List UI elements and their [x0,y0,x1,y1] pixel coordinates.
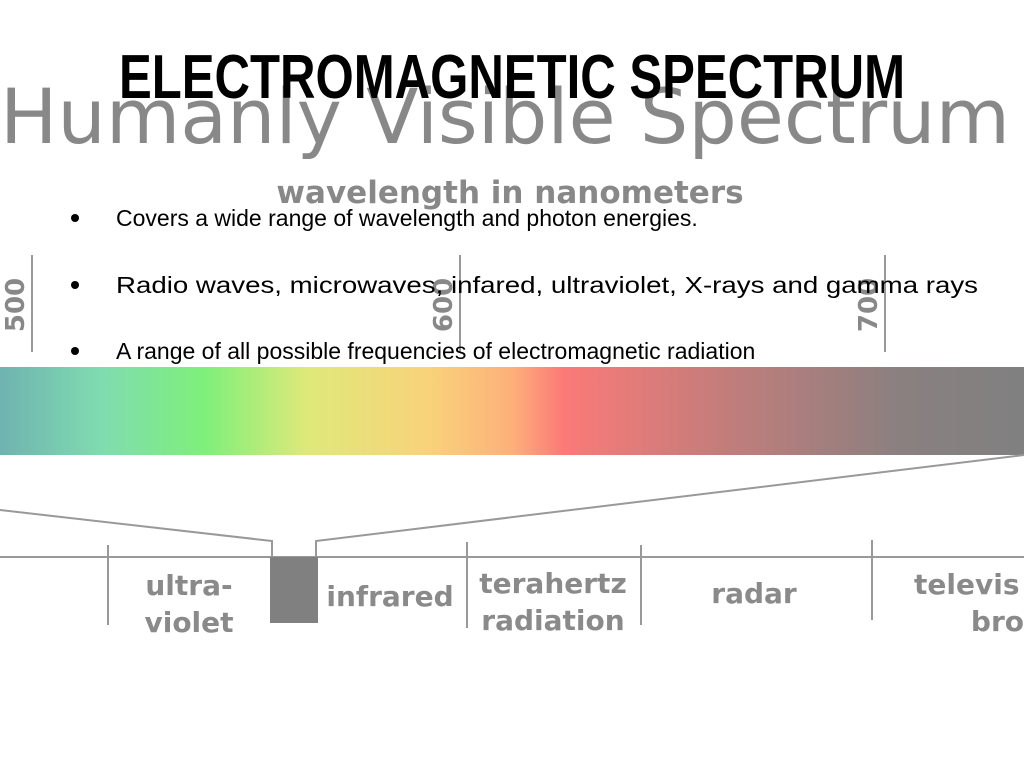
bullet-dot [71,281,79,289]
band-label: bro [971,605,1024,638]
visible-box [270,557,318,623]
bullet-text: Radio waves, microwaves, infared, ultrav… [116,272,978,298]
band-label: radar [711,577,797,610]
band-label: radiation [481,604,624,637]
slide-title: ELECTROMAGNETIC SPECTRUM [119,43,905,112]
bullet-dot [71,347,79,355]
bg-heading: Humanly Visible Spectrum [0,72,1010,161]
tick-label: 500 [1,278,31,332]
band-label: televis [914,568,1019,601]
band-label: ultra- [145,569,232,602]
zoom-lines [0,454,1024,557]
bullet-dot [71,214,79,222]
tick-label: 700 [854,278,884,332]
bullet-text: A range of all possible frequencies of e… [116,338,755,364]
band-label: violet [144,606,233,639]
background-diagram: Humanly Visible Spectrum wavelength in n… [0,72,1024,639]
spectrum-bar [0,367,1024,455]
bullet-text: Covers a wide range of wavelength and ph… [116,205,698,231]
axis-label: wavelength in nanometers [276,175,743,211]
bullet-list: Covers a wide range of wavelength and ph… [71,205,978,364]
band-label: infrared [326,580,453,613]
band-label: terahertz [479,567,627,600]
tick-label: 600 [429,278,459,332]
